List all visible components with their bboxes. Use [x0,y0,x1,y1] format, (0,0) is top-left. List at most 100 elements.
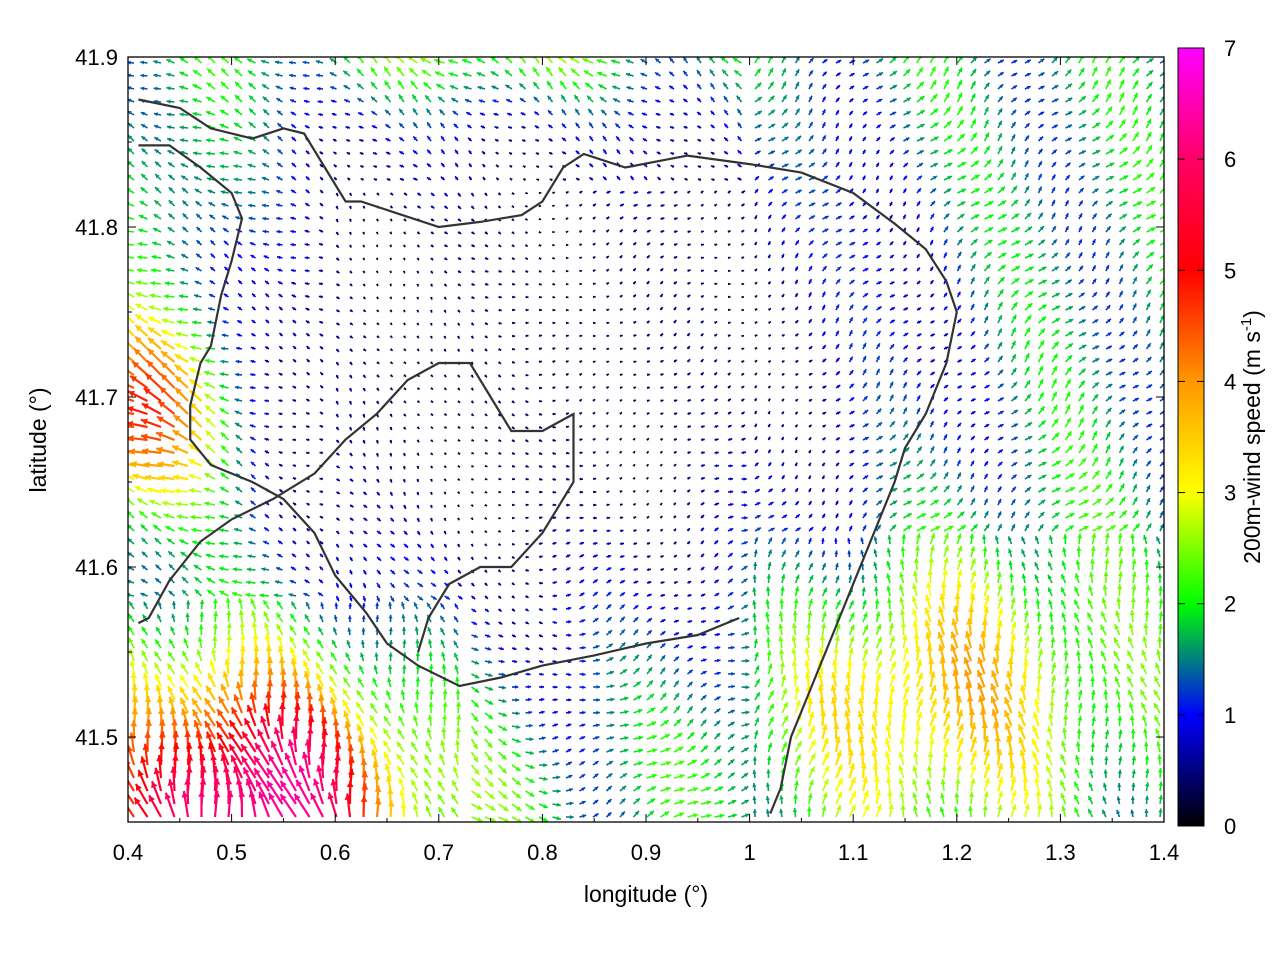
wind-vector-head [420,57,426,63]
wind-vector-head [971,81,976,86]
wind-vector-head [520,112,525,116]
wind-vector-head [443,412,447,416]
wind-vector-head [757,137,762,142]
wind-vector-head [1054,111,1059,116]
wind-vector-head [1164,240,1169,244]
wind-vector-head [1012,109,1017,114]
wind-vector-head [1081,137,1087,142]
wind-vector-head [835,135,839,140]
wind-vector-head [723,82,728,87]
wind-vector-head [290,243,294,247]
wind-vector-head [1053,57,1058,62]
wind-vector-head [373,165,377,169]
wind-vector-head [615,123,620,128]
wind-vector-head [495,139,499,142]
wind-vector-head [329,58,335,63]
wind-vector [546,57,554,64]
wind-vector-head [519,83,524,88]
wind-vector-head [440,122,445,127]
wind-vector-head [737,136,742,141]
wind-vector-head [566,438,570,442]
wind-vector-head [471,425,474,429]
wind-vector-head [729,464,733,468]
wind-vector-head [141,136,146,141]
wind-vector-head [1148,70,1154,75]
wind-vector-head [697,139,701,142]
wind-vector-head [822,109,826,114]
wind-vector-head [918,67,923,73]
wind-vector-head [399,123,404,127]
wind-vector-head [836,72,841,76]
wind-vector-head [439,109,444,114]
wind-vector-head [421,70,427,75]
wind-vector-head [1093,80,1098,86]
wind-vector-head [371,111,376,115]
wind-vector-head [372,152,377,156]
wind-vector-head [114,422,121,429]
wind-vector-head [809,70,813,75]
wind-vector-head [1146,119,1151,124]
wind-vector-head [919,81,924,87]
wind-vector-head [1067,137,1072,142]
wind-vector-head [329,72,334,76]
wind-vector-head [1164,214,1169,218]
wind-vector-head [848,149,852,153]
wind-vector-head [262,163,267,167]
wind-vector-head [626,86,631,90]
wind-vector-head [863,111,867,115]
wind-vector-head [1094,94,1099,100]
wind-vector-head [1121,57,1126,60]
wind-vector-head [481,138,485,142]
wind-vector-head [1119,92,1125,98]
wind-vector-head [697,70,701,75]
wind-vector [384,57,392,64]
wind-vector-head [179,112,184,117]
wind-vector-head [696,57,701,61]
wind-vector-head [933,108,938,114]
wind-vector-head [206,164,211,169]
wind-vector-head [1040,99,1045,103]
wind-vector-head [166,86,171,91]
wind-vector-head [141,161,146,166]
wind-vector-head [945,93,950,99]
wind-vector-head [1026,59,1031,64]
wind-vector-head [332,139,337,142]
wind-vector-head [219,151,224,156]
wind-vector-head [192,125,197,130]
wind-vector-head [810,149,815,153]
wind-vector-head [795,108,800,113]
wind-vector-head [1135,57,1140,62]
wind-vector-head [578,217,582,220]
wind-vector-head [728,295,731,299]
wind-vector-head [434,58,440,64]
wind-vector-head [426,108,431,113]
wind-vector-head [427,163,431,167]
wind-vector-head [892,85,897,89]
wind-vector-head [1095,122,1101,127]
wind-vector-head [849,162,852,166]
wind-vector-head [754,321,758,325]
wind-vector-head [207,177,212,182]
wind-vector-head [593,308,596,312]
wind-vector-head [398,80,403,86]
wind-vector-head [166,112,171,117]
wind-vector-head [683,112,687,116]
wind-vector-head [305,125,309,129]
wind-vector-head [1026,73,1031,77]
wind-vector-head [986,58,991,63]
wind-vector-head [553,412,556,416]
wind-vector-head [548,138,552,142]
wind-vector-head [1079,67,1085,73]
wind-vector-head [403,348,406,351]
wind-vector-head [233,164,238,169]
wind-vector-head [575,122,580,127]
wind-vector-head [1053,137,1058,141]
wind-vector-head [575,136,580,141]
wind-vector-head [1147,131,1152,137]
wind-vector-head [525,321,529,325]
wind-vector-head [1133,118,1138,124]
wind-vector-head [1053,71,1059,76]
wind-vector [128,474,135,480]
wind-vector-head [141,148,146,153]
wind-vector-head [128,111,132,115]
